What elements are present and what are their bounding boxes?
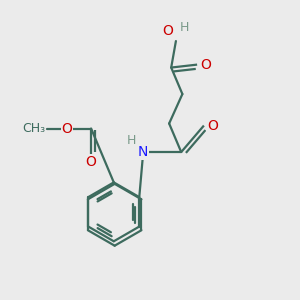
Text: O: O xyxy=(200,58,211,72)
Text: CH₃: CH₃ xyxy=(22,122,46,135)
Text: O: O xyxy=(162,24,173,38)
Text: O: O xyxy=(86,155,97,169)
Text: N: N xyxy=(138,145,148,159)
Text: O: O xyxy=(61,122,72,136)
Text: O: O xyxy=(207,118,218,133)
Text: H: H xyxy=(180,21,189,34)
Text: H: H xyxy=(127,134,136,147)
